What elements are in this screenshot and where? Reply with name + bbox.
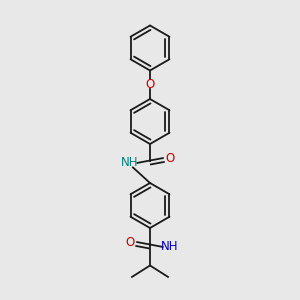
Text: NH: NH	[121, 156, 139, 170]
Text: O: O	[146, 77, 154, 91]
Text: O: O	[165, 152, 174, 165]
Text: NH: NH	[161, 240, 179, 254]
Text: O: O	[126, 236, 135, 249]
